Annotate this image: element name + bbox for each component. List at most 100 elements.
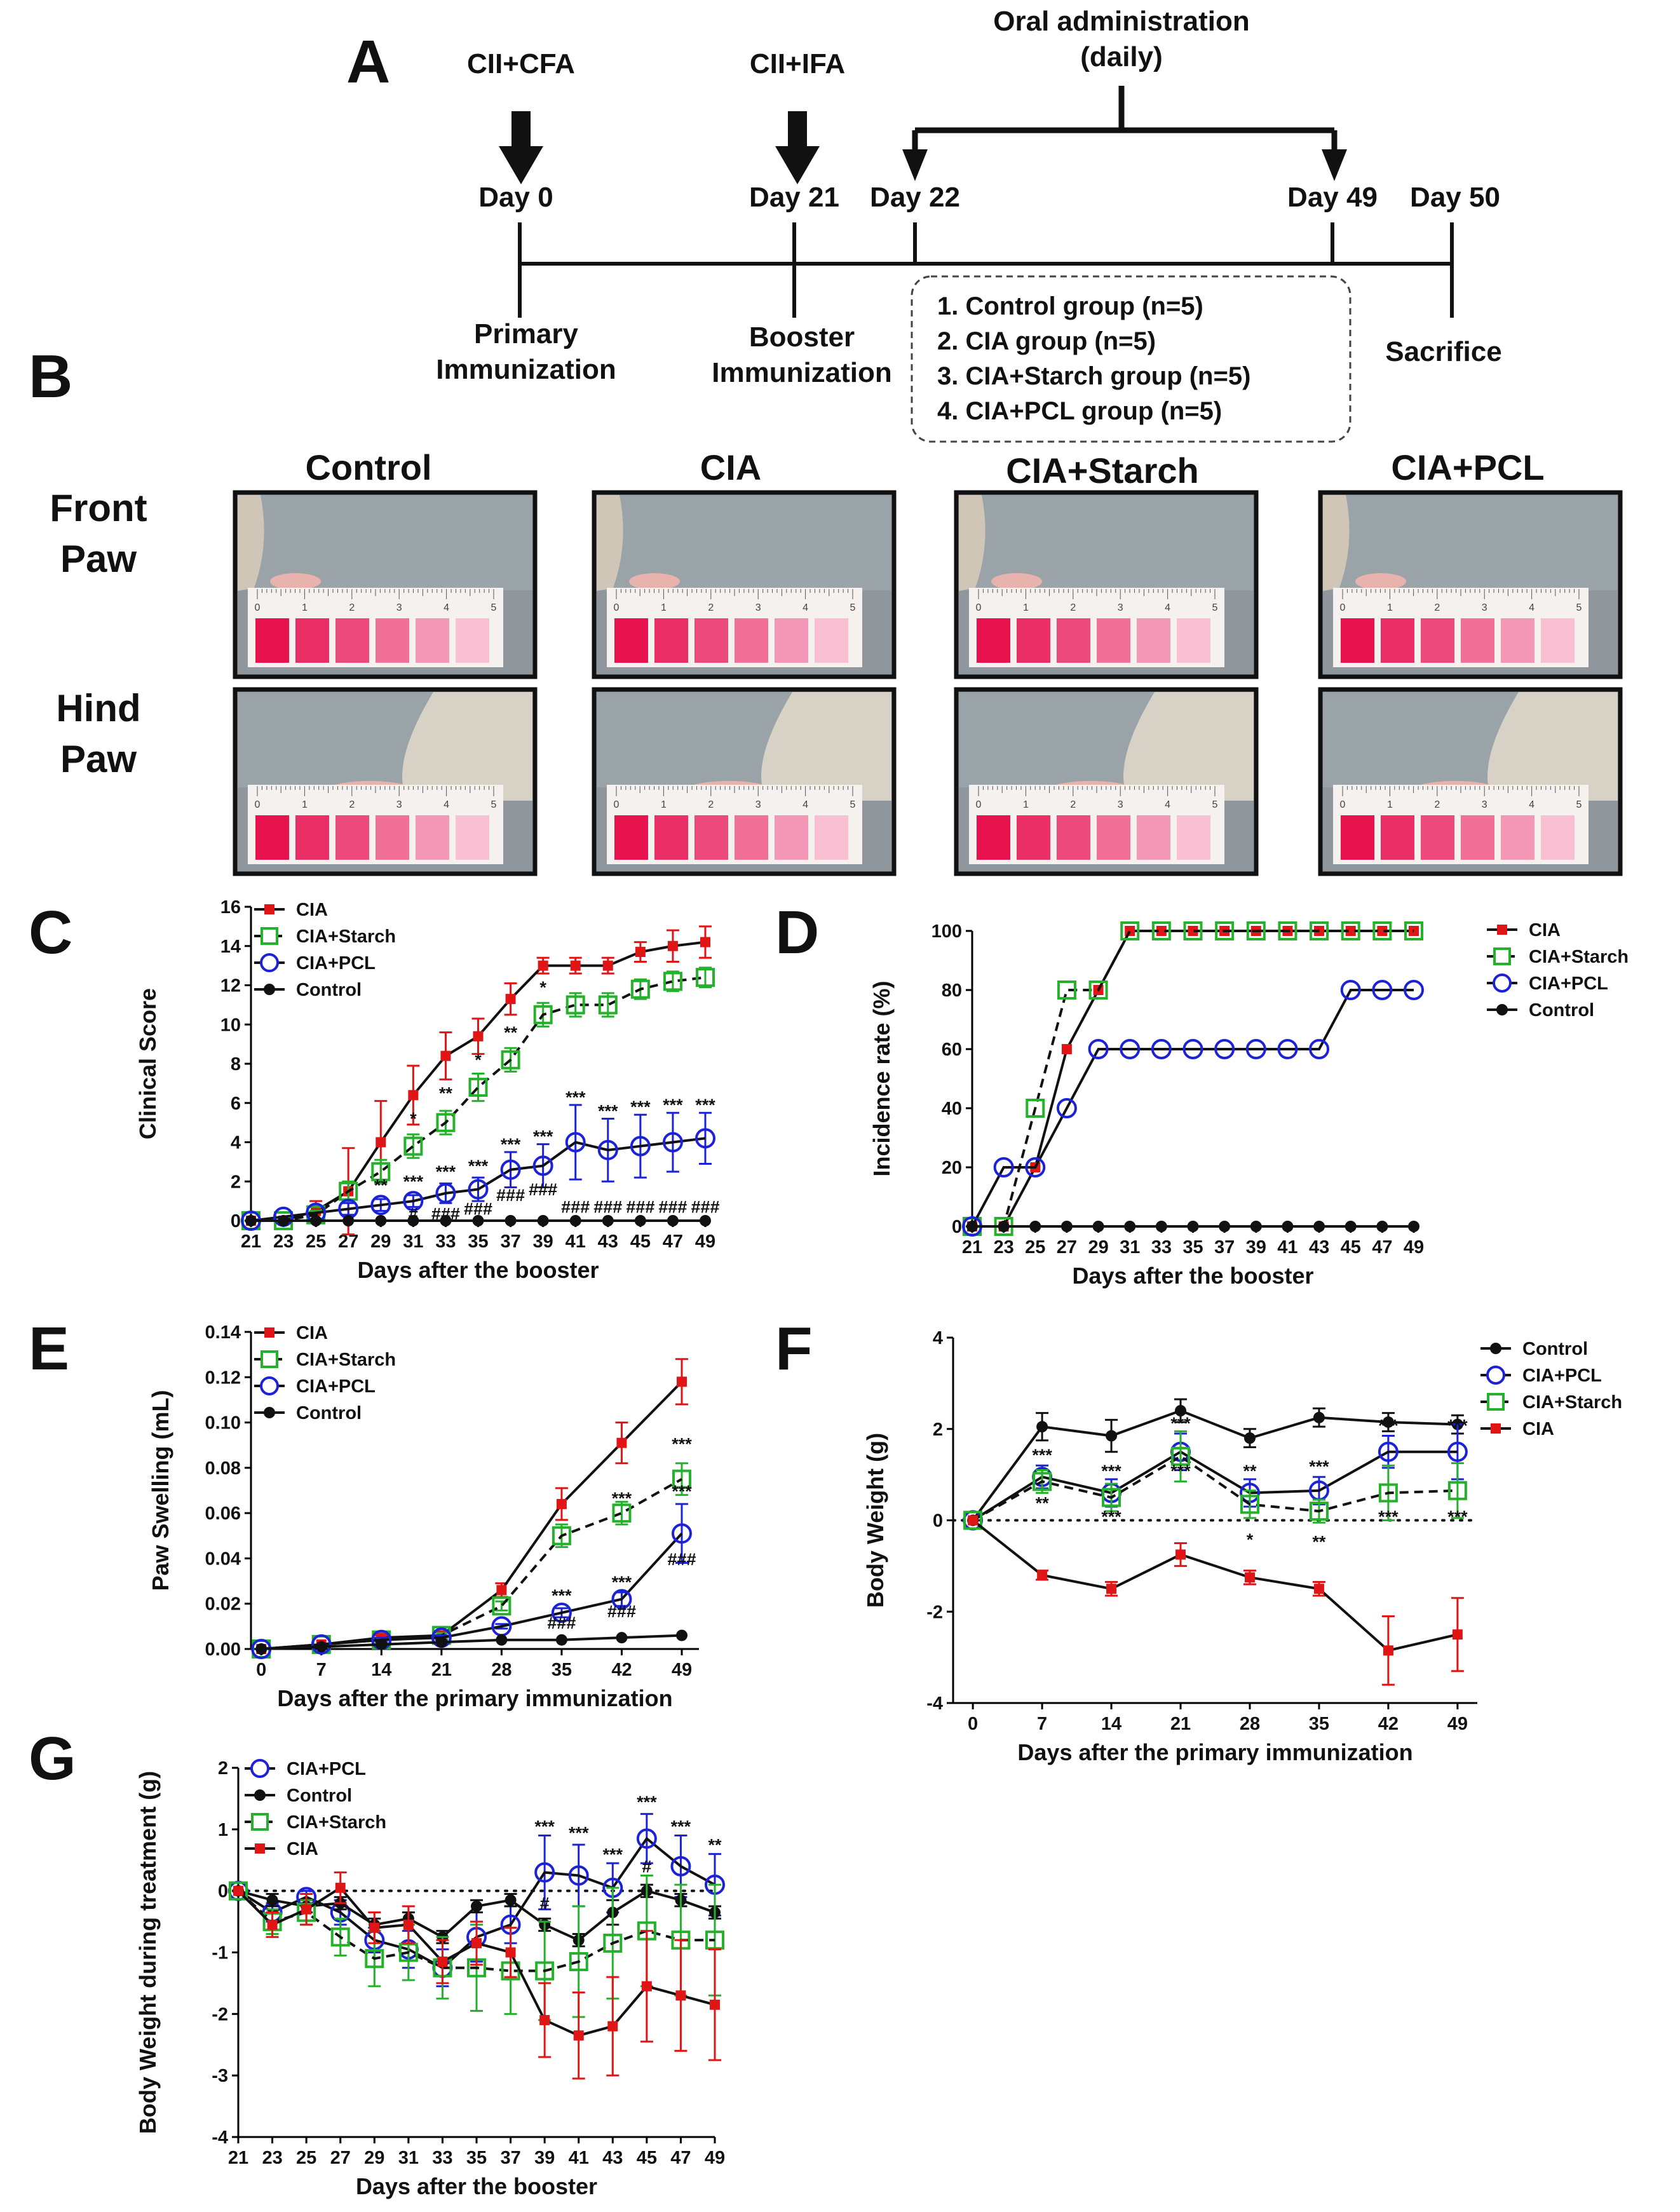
legend-entry: CIA+Starch [254, 1350, 396, 1370]
series-line [972, 1519, 1458, 1652]
y-tick-label: 2 [231, 1172, 241, 1192]
x-axis-label: Days after the booster [356, 2173, 597, 2199]
x-axis-label: Days after the primary immunization [277, 1685, 672, 1711]
data-point [1309, 1502, 1329, 1521]
legend-marker [254, 1789, 266, 1801]
data-point [398, 1943, 418, 1962]
data-point [705, 1930, 724, 1950]
x-tick-label: 29 [1088, 1237, 1108, 1258]
ruler-number: 1 [302, 602, 308, 613]
ruler-number: 0 [976, 799, 982, 810]
x-axis-label: Days after the booster [1072, 1263, 1313, 1289]
data-point [616, 1437, 627, 1448]
series-control [245, 1215, 711, 1226]
x-tick-label: 39 [533, 1232, 553, 1252]
data-point [662, 1132, 683, 1153]
significance-label: ### [464, 1200, 492, 1219]
ruler-number: 2 [349, 799, 355, 810]
y-tick-label: -4 [212, 2127, 228, 2148]
data-point [993, 1157, 1014, 1177]
panel-letter-f: F [775, 1315, 813, 1383]
color-swatch [735, 618, 768, 663]
row-label-hind: Hind [56, 687, 140, 729]
legend-label: CIA+Starch [287, 1812, 386, 1833]
data-point [636, 1828, 657, 1849]
data-point [1404, 980, 1424, 1000]
color-swatch [1381, 618, 1414, 663]
data-point [472, 1215, 484, 1226]
data-point [408, 1090, 419, 1101]
legend-marker [255, 1843, 265, 1854]
data-point [1092, 1221, 1104, 1232]
data-point [440, 1215, 452, 1226]
data-point [1447, 1441, 1468, 1462]
significance-label: # [642, 1857, 651, 1876]
significance-label: *** [552, 1586, 572, 1605]
x-tick-label: 7 [1037, 1714, 1047, 1734]
ruler-number: 4 [444, 602, 449, 613]
x-tick-label: 49 [672, 1660, 692, 1680]
data-point [1025, 1157, 1046, 1177]
y-tick-label: 10 [220, 1015, 241, 1035]
data-point [1219, 1221, 1231, 1232]
chart-f-body-weight: -4 -2 0 2 4 0 7 14 21 28 35 42 49 Days after the prim… [862, 1328, 1622, 1765]
x-tick-label: 31 [1120, 1237, 1140, 1258]
series-control [255, 1629, 688, 1655]
x-tick-label: 43 [1309, 1237, 1329, 1258]
ruler-number: 1 [1387, 799, 1393, 810]
y-tick-label: 0 [218, 1882, 228, 1902]
x-tick-label: 49 [705, 2148, 725, 2168]
data-point [505, 1215, 517, 1226]
significance-label: * [539, 978, 546, 997]
data-point [675, 1629, 688, 1641]
data-point [696, 968, 715, 987]
chart-d-incidence-rate: 0 20 40 60 80 100 21 23 25 27 29 31 33 35 37 39 41 43 45 47… [869, 920, 1629, 1289]
panel-a-timeline: A CII+CFA CII+IFA Oral administration (d… [346, 6, 1502, 443]
color-swatch [1341, 618, 1374, 663]
data-point [671, 1523, 692, 1544]
data-point [267, 1919, 278, 1930]
legend-entry: CIA+Starch [1480, 1392, 1622, 1413]
significance-label: *** [1378, 1507, 1399, 1526]
data-point [1383, 1645, 1393, 1656]
ruler-number: 1 [1387, 602, 1393, 613]
ruler-number: 0 [614, 602, 620, 613]
legend-entry: CIA+PCL [254, 1376, 376, 1397]
color-swatch [1097, 618, 1130, 663]
data-point [1340, 980, 1361, 1000]
x-tick-label: 23 [273, 1232, 294, 1252]
y-tick-label: 0.12 [205, 1367, 241, 1388]
x-tick-label: 42 [611, 1660, 632, 1680]
ruler-number: 4 [1529, 602, 1534, 613]
data-point [365, 1949, 384, 1969]
ruler-number: 4 [1165, 602, 1170, 613]
day-21-label: Day 21 [749, 182, 839, 213]
y-axis-label: Body Weight (g) [862, 1433, 888, 1608]
animal-body [959, 495, 986, 591]
data-point [1278, 921, 1297, 940]
x-tick-label: 28 [1240, 1714, 1260, 1734]
x-tick-label: 0 [968, 1714, 978, 1734]
animal-body [1487, 692, 1618, 801]
significance-label: ** [374, 1176, 388, 1195]
color-swatch [815, 815, 848, 860]
day-49-label: Day 49 [1287, 182, 1378, 213]
data-point [641, 1981, 652, 1991]
data-point [371, 1162, 391, 1181]
ruler-number: 3 [755, 799, 761, 810]
data-point [1215, 921, 1235, 940]
data-point [1120, 1039, 1141, 1059]
x-tick-label: 47 [670, 2148, 691, 2168]
data-point [1124, 1221, 1136, 1232]
series-cia [968, 1515, 1464, 1686]
x-tick-label: 41 [1277, 1237, 1297, 1258]
data-point [1243, 1432, 1256, 1444]
y-tick-label: -3 [212, 2066, 228, 2086]
x-tick-label: 37 [1214, 1237, 1235, 1258]
legend-marker [250, 1759, 269, 1778]
data-point [566, 995, 585, 1015]
y-tick-label: 0.08 [205, 1458, 241, 1479]
x-tick-label: 41 [566, 1232, 586, 1252]
ruler-number: 2 [1434, 602, 1440, 613]
